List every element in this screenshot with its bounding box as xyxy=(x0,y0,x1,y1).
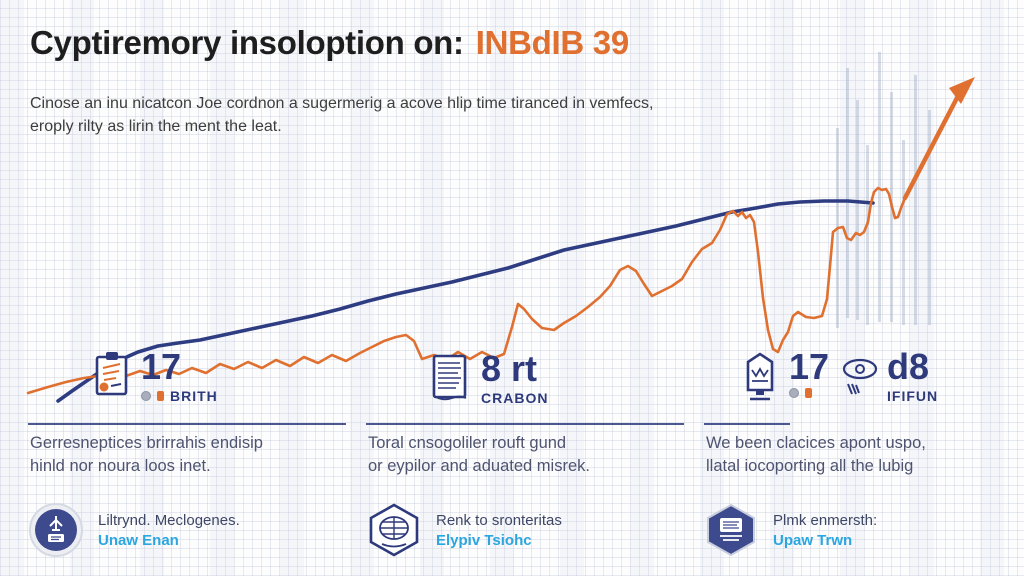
stat-label: IFIFUN xyxy=(887,388,939,405)
stat-value: 17 xyxy=(141,346,182,387)
mini-circle-icon xyxy=(789,388,799,399)
stat-value: 17 xyxy=(789,346,830,387)
footer-item-2: Renk to sronteritas Elypiv Tsiohc xyxy=(366,502,562,558)
footer-link[interactable]: Upaw Trwn xyxy=(773,531,853,549)
hexagon-globe-icon xyxy=(369,503,419,557)
stat-block-1: 17 BRITH xyxy=(92,346,218,405)
eye-hand-icon xyxy=(842,358,878,395)
stat-block-2: 8 rt CRABON xyxy=(430,348,549,407)
description-3-line-1: We been clacices apont uspo, xyxy=(706,434,926,452)
footer-name: Plmk enmersth: xyxy=(773,511,878,529)
mini-orange-mark-icon xyxy=(805,388,812,399)
footer-name: Renk to sronteritas xyxy=(436,511,562,529)
document-icon xyxy=(432,354,467,401)
description-2-line-1: Toral cnsogoliler rouft gund xyxy=(368,434,567,452)
stat-label: BRITH xyxy=(170,388,218,405)
plaque-icon xyxy=(746,352,774,401)
description-2: Toral cnsogoliler rouft gund or eypilor … xyxy=(368,432,693,478)
description-1: Gerresneptices brirrahis endisip hinld n… xyxy=(30,432,355,478)
subtitle-line-2: eroply rilty as lirin the ment the leat. xyxy=(30,118,282,136)
clipboard-icon xyxy=(95,352,128,396)
footer-link[interactable]: Unaw Enan xyxy=(98,531,179,549)
description-1-line-2: hinld nor noura loos inet. xyxy=(30,457,211,476)
subtitle-line-1: Cinose an inu nicatcon Joe cordnon a sug… xyxy=(30,95,654,112)
stat-value: 8 rt xyxy=(481,348,538,389)
medal-circle-icon xyxy=(29,503,83,557)
subtitle: Cinose an inu nicatcon Joe cordnon a sug… xyxy=(30,92,653,138)
mini-orange-mark-icon xyxy=(157,391,164,402)
column-rule-1 xyxy=(28,423,346,425)
column-rule-3 xyxy=(704,423,790,425)
column-rule-2 xyxy=(366,423,684,425)
mini-circle-icon xyxy=(141,391,151,402)
title-black-part: Cyptiremory insoloption on: xyxy=(30,24,464,61)
description-3: We been clacices apont uspo, llatal ioco… xyxy=(706,432,1024,478)
page-title: Cyptiremory insoloption on: INBdIB 39 xyxy=(30,24,629,62)
stat-label: CRABON xyxy=(481,390,549,407)
footer-item-3: Plmk enmersth: Upaw Trwn xyxy=(703,502,877,558)
description-1-line-1: Gerresneptices brirrahis endisip xyxy=(30,434,263,452)
footer-link[interactable]: Elypiv Tsiohc xyxy=(436,531,532,549)
stat-value-2: d8 xyxy=(887,346,930,387)
hexagon-badge-icon xyxy=(707,503,755,557)
title-orange-part: INBdIB 39 xyxy=(475,24,629,61)
footer-item-1: Liltrynd. Meclogenes. Unaw Enan xyxy=(28,502,240,558)
description-3-line-2: llatal iocoporting all the lubig xyxy=(706,457,914,476)
footer-name: Liltrynd. Meclogenes. xyxy=(98,511,240,529)
description-2-line-2: or eypilor and aduated misrek. xyxy=(368,457,590,476)
stat-block-3: 17 d8 IFIFUN xyxy=(740,346,939,405)
